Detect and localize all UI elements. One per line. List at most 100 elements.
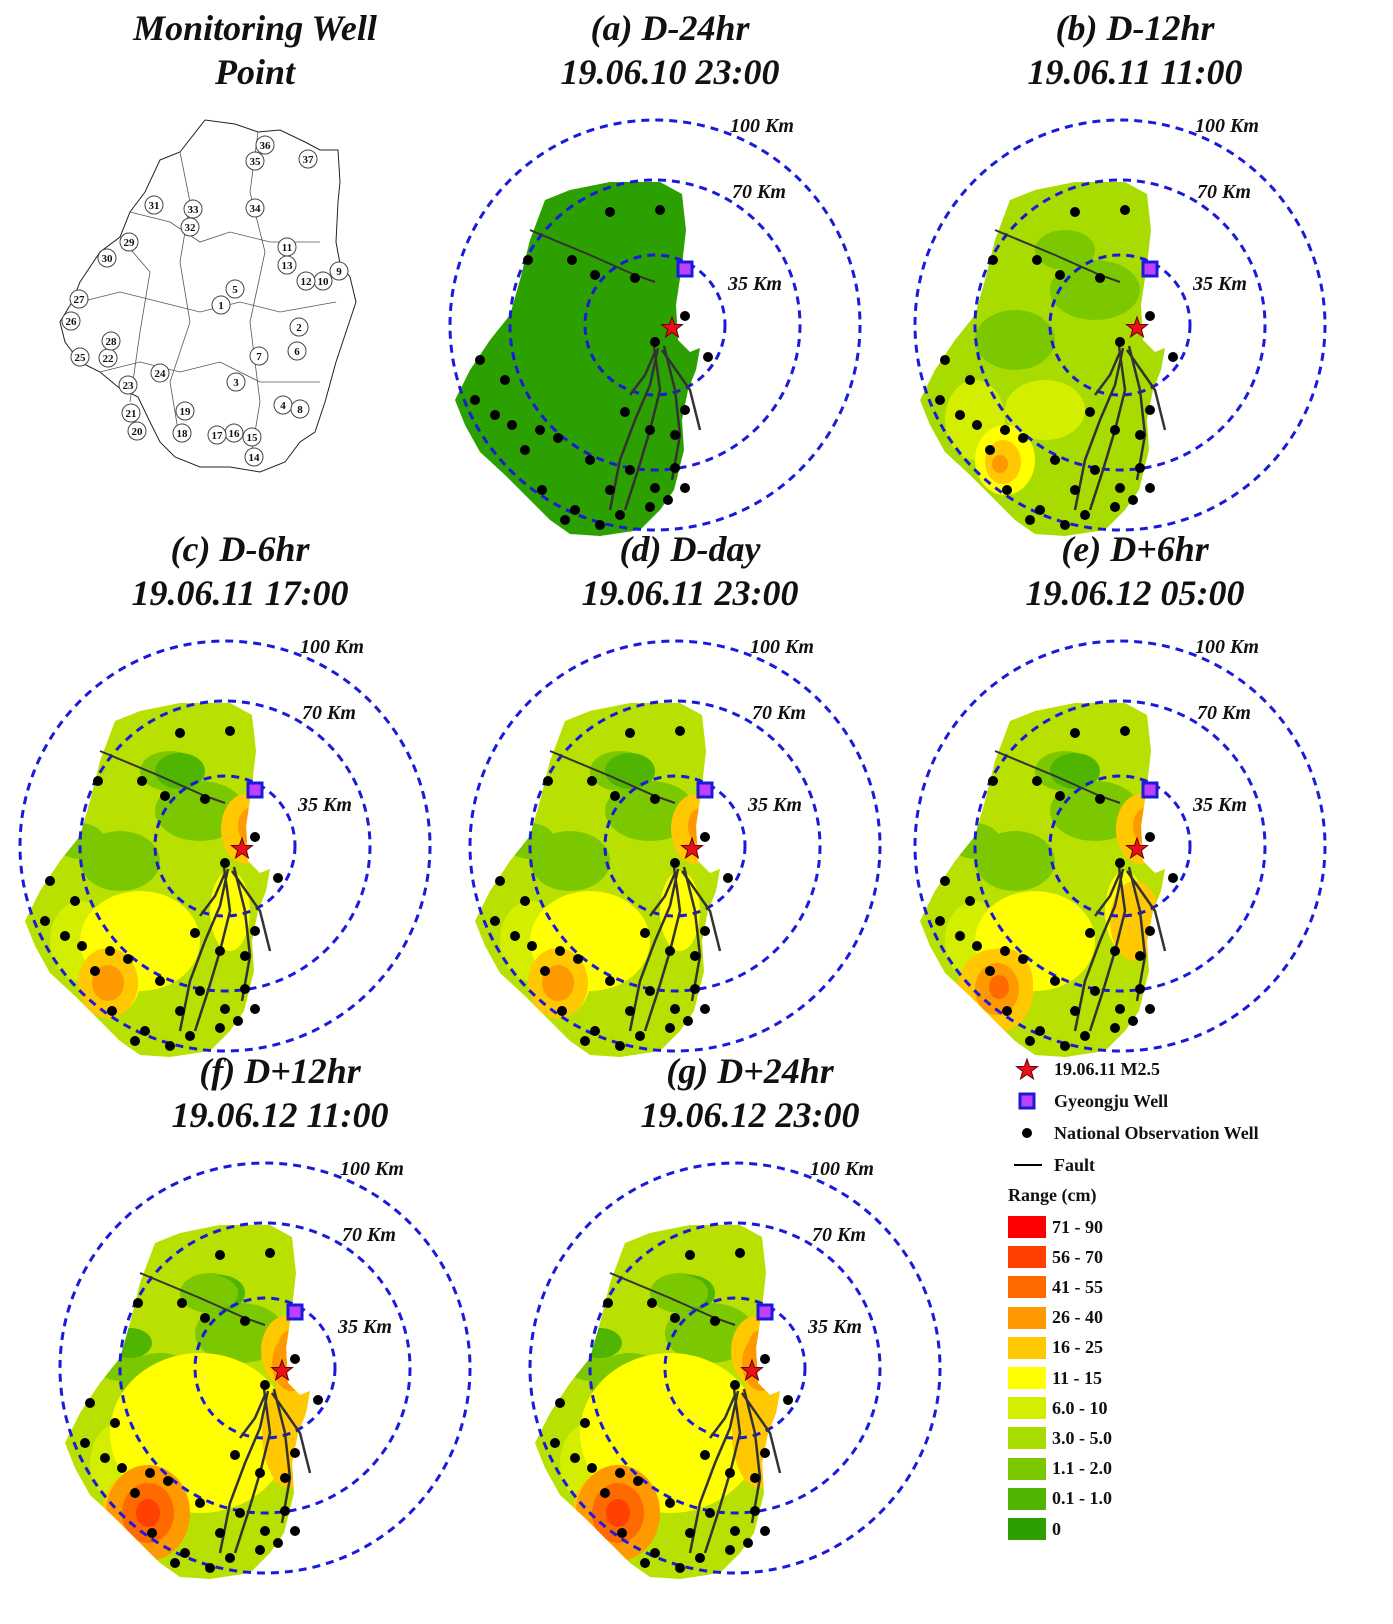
national-observation-well-marker — [750, 1506, 760, 1516]
national-observation-well-marker — [1115, 483, 1125, 493]
panel-title: (d) D-day 19.06.11 23:00 — [470, 527, 910, 615]
well-marker-circle — [70, 347, 90, 367]
well-number-label: 21 — [126, 408, 137, 420]
national-observation-well-marker — [1002, 485, 1012, 495]
ring-distance-label: 70 Km — [812, 1224, 866, 1246]
national-observation-well-marker — [600, 1488, 610, 1498]
national-observation-well-marker — [1035, 1026, 1045, 1036]
national-observation-well-marker — [615, 510, 625, 520]
national-observation-well-marker — [190, 928, 200, 938]
legend-symbol-label: Gyeongju Well — [1054, 1090, 1169, 1111]
fault-line — [1094, 872, 1122, 917]
national-observation-well-marker — [1085, 928, 1095, 938]
district-boundary — [129, 211, 320, 243]
national-observation-well-marker — [200, 1313, 210, 1323]
ring-distance-label: 35 Km — [727, 273, 782, 295]
well-number-label: 32 — [185, 222, 197, 234]
legend-range-label: 41 - 55 — [1052, 1276, 1103, 1297]
ring-35km — [663, 1296, 807, 1440]
national-observation-well-marker — [1145, 483, 1155, 493]
national-observation-well-marker — [1145, 311, 1155, 321]
national-observation-well-marker — [955, 931, 965, 941]
fault-line — [270, 1392, 312, 1474]
fault-line — [218, 1390, 270, 1554]
anomaly-patch — [606, 1499, 630, 1527]
well-marker-circle — [127, 421, 147, 441]
well-marker-circle — [118, 375, 138, 395]
legend-symbol-label: Fault — [1054, 1154, 1096, 1175]
national-observation-well-marker — [650, 794, 660, 804]
national-observation-well-marker — [290, 1526, 300, 1536]
national-observation-well-marker — [93, 776, 103, 786]
ring-distance-label: 70 Km — [302, 702, 356, 724]
panel-timestamp: 19.06.10 23:00 — [560, 52, 780, 92]
anomaly-patch — [605, 753, 655, 789]
blue-square-icon — [1008, 1088, 1046, 1114]
index-map-title-line2: Point — [214, 52, 295, 92]
national-observation-well-marker — [640, 928, 650, 938]
national-observation-well-marker — [1018, 433, 1028, 443]
gyeongju-well-marker — [1141, 260, 1159, 278]
district-boundary — [169, 151, 191, 443]
national-observation-well-marker — [695, 1553, 705, 1563]
panel-title-label: (f) D+12hr — [199, 1051, 361, 1091]
national-observation-well-marker — [215, 946, 225, 956]
well-number-label: 26 — [66, 316, 78, 328]
ring-70km — [118, 1221, 412, 1515]
national-observation-well-marker — [633, 1476, 643, 1486]
national-observation-well-marker — [1032, 776, 1042, 786]
panel-timestamp: 19.06.12 05:00 — [1025, 573, 1245, 613]
national-observation-well-marker — [240, 984, 250, 994]
anomaly-map: 100 Km 70 Km 35 Km — [913, 636, 1327, 1057]
well-marker-circle — [289, 317, 309, 337]
national-observation-well-marker — [70, 896, 80, 906]
national-observation-well-marker — [567, 255, 577, 265]
national-observation-well-marker — [155, 976, 165, 986]
fault-line — [608, 347, 660, 511]
national-observation-well-marker — [605, 485, 615, 495]
national-observation-well-marker — [700, 926, 710, 936]
national-observation-well-marker — [743, 1538, 753, 1548]
national-observation-well-marker — [705, 1508, 715, 1518]
national-observation-well-marker — [670, 858, 680, 868]
ring-100km — [468, 639, 882, 1053]
national-observation-well-marker — [255, 1545, 265, 1555]
ring-35km — [193, 1296, 337, 1440]
fault-line — [1125, 870, 1167, 952]
fault-line — [994, 750, 1121, 804]
national-observation-well-marker — [1135, 430, 1145, 440]
national-observation-well-marker — [645, 425, 655, 435]
national-observation-well-marker — [110, 1418, 120, 1428]
anomaly-patch — [578, 1328, 622, 1358]
fault-line — [99, 750, 226, 804]
national-observation-well-marker — [177, 1298, 187, 1308]
national-observation-well-marker — [500, 375, 510, 385]
panel-timestamp: 19.06.11 11:00 — [1027, 52, 1243, 92]
ring-distance-label: 35 Km — [807, 1316, 862, 1338]
national-observation-well-marker — [470, 395, 480, 405]
fault-line — [649, 872, 677, 917]
legend-range-row: 0.1 - 1.0 — [1008, 1486, 1112, 1512]
national-observation-well-marker — [1120, 726, 1130, 736]
legend-range-label: 56 - 70 — [1052, 1246, 1103, 1267]
well-number-label: 12 — [301, 276, 313, 288]
legend-range-row: 56 - 70 — [1008, 1244, 1103, 1270]
national-observation-well-marker — [163, 1476, 173, 1486]
well-marker-circle — [242, 427, 262, 447]
national-observation-well-marker — [1032, 255, 1042, 265]
fault-line — [1125, 349, 1167, 431]
national-observation-well-marker — [1025, 1036, 1035, 1046]
national-observation-well-marker — [220, 858, 230, 868]
national-observation-well-marker — [165, 1041, 175, 1051]
well-marker-circle — [255, 135, 275, 155]
legend-color-swatch — [1008, 1487, 1046, 1510]
anomaly-map: 100 Km 70 Km 35 Km — [468, 636, 882, 1057]
district-boundary — [79, 291, 337, 313]
national-observation-well-marker — [680, 311, 690, 321]
national-observation-well-marker — [1070, 728, 1080, 738]
national-observation-well-marker — [1025, 515, 1035, 525]
ring-distance-label: 35 Km — [297, 794, 352, 816]
map-panel-c: (c) D-6hr 19.06.11 17:00 100 Km 70 Km 35 Km — [18, 523, 460, 1057]
gyeongju-well-marker — [676, 260, 694, 278]
well-number-label: 27 — [74, 294, 86, 306]
